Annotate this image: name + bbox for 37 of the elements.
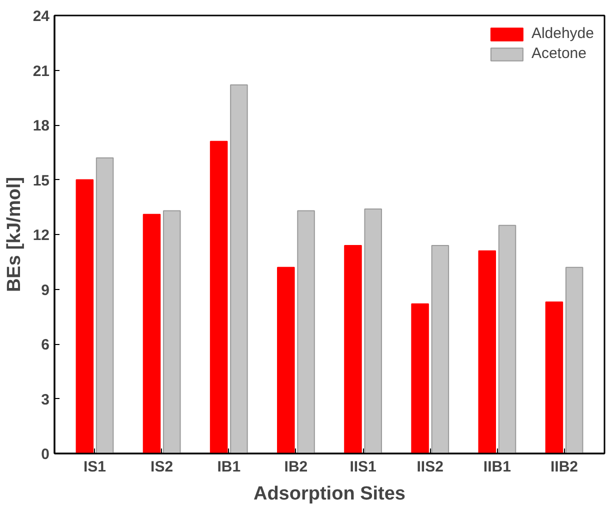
legend-label: Aldehyde bbox=[531, 25, 594, 42]
y-tick-label: 0 bbox=[41, 446, 50, 463]
x-tick-label: IIS2 bbox=[416, 458, 444, 476]
bar bbox=[431, 244, 450, 454]
x-tick-label: IB2 bbox=[284, 458, 308, 476]
x-axis-title: Adsorption Sites bbox=[253, 484, 406, 504]
bar bbox=[230, 84, 248, 454]
x-tick-label: IB1 bbox=[217, 458, 241, 476]
x-tick-label: IS1 bbox=[83, 458, 106, 476]
bar bbox=[277, 266, 295, 454]
y-tick-label: 9 bbox=[41, 282, 50, 299]
bar bbox=[162, 210, 181, 454]
y-tick-label: 18 bbox=[32, 118, 50, 134]
bar bbox=[478, 250, 496, 454]
y-tick-label: 12 bbox=[32, 227, 50, 244]
x-tick-label: IS2 bbox=[150, 458, 174, 476]
y-tick-label: 15 bbox=[32, 172, 50, 190]
y-tick-label: 24 bbox=[32, 8, 50, 25]
bar bbox=[142, 214, 161, 454]
x-tick-label: IIB1 bbox=[483, 458, 511, 476]
y-axis-title: BEs [kJ/mol] bbox=[4, 176, 25, 292]
legend-label: Acetone bbox=[531, 45, 586, 62]
bar bbox=[545, 302, 564, 454]
bar bbox=[344, 244, 362, 454]
bar bbox=[364, 208, 382, 454]
bar bbox=[411, 303, 429, 454]
bar bbox=[96, 157, 114, 454]
bar bbox=[498, 224, 516, 454]
bar bbox=[565, 266, 584, 454]
y-tick-label: 21 bbox=[32, 62, 50, 80]
bar bbox=[210, 140, 228, 454]
x-tick-label: IIS1 bbox=[350, 458, 376, 476]
y-tick-label: 3 bbox=[41, 391, 50, 408]
x-tick-label: IIB2 bbox=[550, 458, 578, 476]
bar bbox=[297, 210, 315, 454]
y-tick-label: 6 bbox=[41, 336, 50, 354]
bar bbox=[76, 179, 94, 454]
